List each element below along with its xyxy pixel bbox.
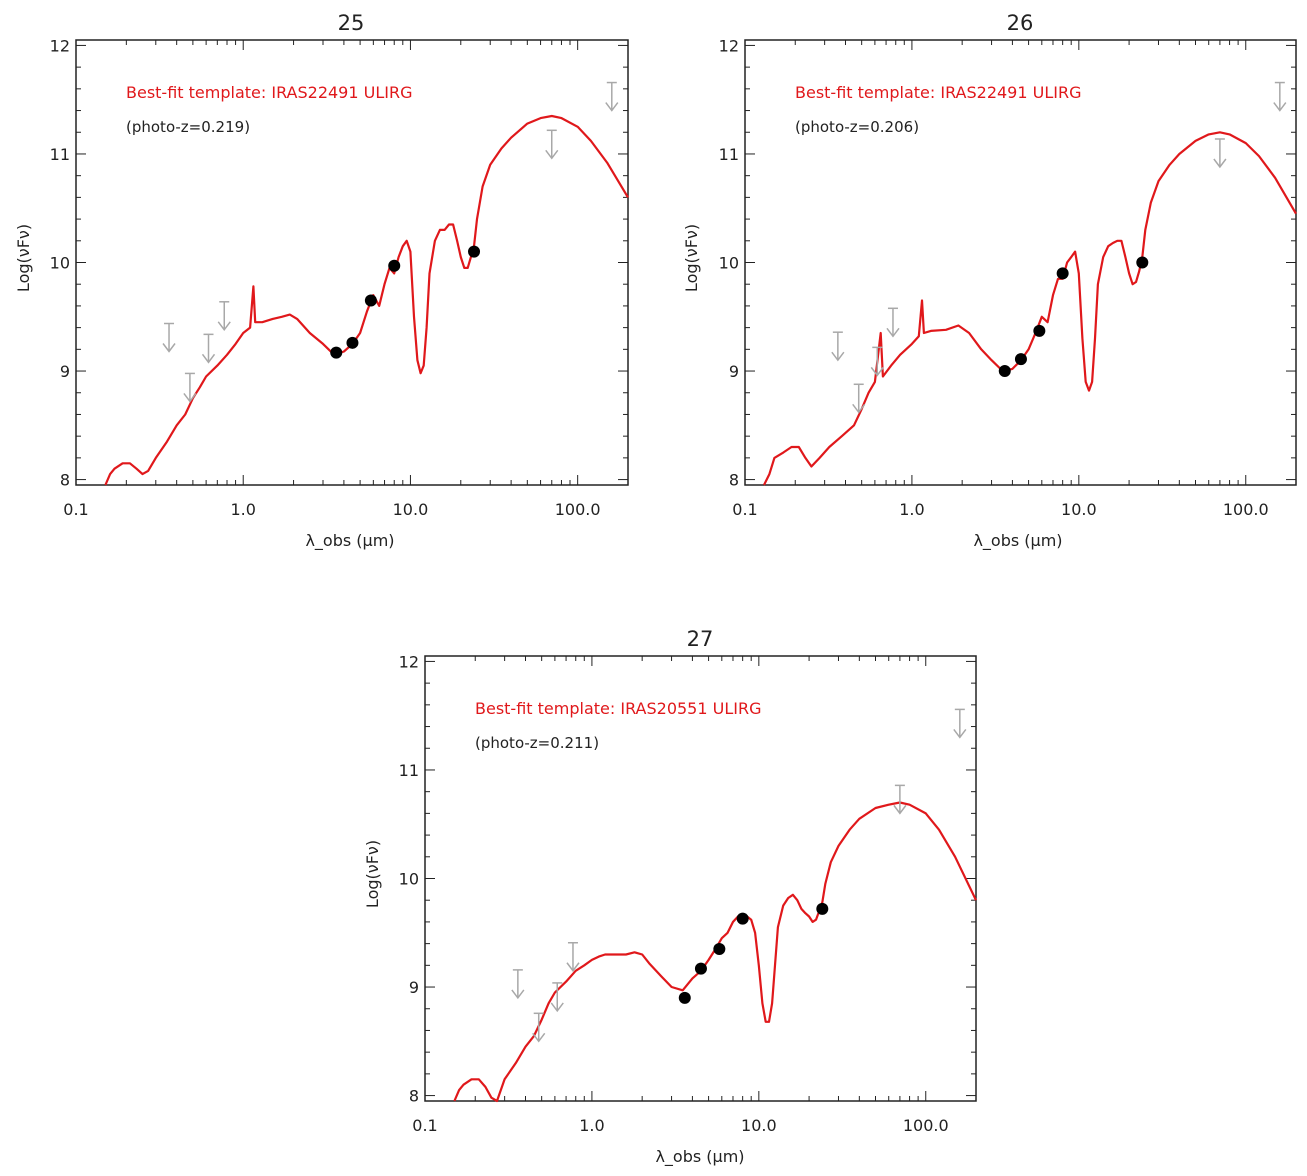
- y-tick-label: 12: [399, 652, 419, 671]
- x-tick-label: 1.0: [579, 1116, 604, 1135]
- upper-limit-arrow: [852, 383, 866, 414]
- plot-frame: [75, 39, 629, 486]
- x-axis-label: λ_obs (μm): [973, 531, 1062, 551]
- upper-limit-arrow: [886, 307, 900, 338]
- upper-limit-arrow: [893, 784, 907, 815]
- y-tick-label: 11: [399, 761, 419, 780]
- plot-frame: [744, 39, 1297, 486]
- y-tick-label: 10: [50, 254, 70, 273]
- y-tick-label: 8: [60, 471, 70, 490]
- y-axis-label: Log(νFν): [363, 840, 382, 908]
- plot-content: 0.1 1.0 10.0 100.0 8 9 10 11 12: [719, 36, 1297, 519]
- x-tick-label: 100.0: [903, 1116, 949, 1135]
- plot-frame: [424, 655, 977, 1102]
- upper-limit-arrow: [953, 708, 967, 739]
- y-tick-label: 9: [409, 978, 419, 997]
- y-tick-label: 11: [50, 145, 70, 164]
- upper-limit-arrow: [1213, 138, 1227, 169]
- detection-point: [678, 991, 691, 1004]
- detection-point: [816, 902, 829, 915]
- detection-point: [736, 912, 749, 925]
- panel-title: 26: [1007, 11, 1034, 35]
- photo-z-annotation: (photo-z=0.219): [126, 118, 250, 136]
- detection-point: [330, 346, 343, 359]
- upper-limit-arrow: [550, 982, 564, 1013]
- x-axis-label: λ_obs (μm): [655, 1147, 744, 1167]
- sed-panel: 25 Best-fit template: IRAS22491 ULIRG (p…: [14, 11, 629, 551]
- x-tick-label: 10.0: [741, 1116, 777, 1135]
- y-tick-label: 8: [729, 471, 739, 490]
- detection-point: [468, 245, 481, 258]
- y-tick-label: 9: [60, 362, 70, 381]
- x-tick-label: 1.0: [899, 500, 924, 519]
- plot-content: 0.1 1.0 10.0 100.0 8 9 10 11 12: [399, 652, 977, 1135]
- upper-limit-arrow: [831, 331, 845, 362]
- panel-title: 27: [687, 627, 714, 651]
- detection-point: [694, 962, 707, 975]
- upper-limit-arrow: [511, 969, 525, 1000]
- upper-limit-arrow: [532, 1012, 546, 1043]
- x-tick-label: 100.0: [555, 500, 601, 519]
- detection-point: [1014, 353, 1027, 366]
- y-axis-label: Log(νFν): [682, 224, 701, 292]
- y-tick-label: 12: [719, 36, 739, 55]
- template-annotation: Best-fit template: IRAS20551 ULIRG: [475, 699, 761, 718]
- upper-limit-arrow: [605, 81, 619, 112]
- y-tick-label: 9: [729, 362, 739, 381]
- photo-z-annotation: (photo-z=0.206): [795, 118, 919, 136]
- sed-panel: 27 Best-fit template: IRAS20551 ULIRG (p…: [363, 627, 977, 1167]
- x-tick-label: 10.0: [393, 500, 429, 519]
- x-tick-label: 1.0: [230, 500, 255, 519]
- x-tick-label: 10.0: [1061, 500, 1097, 519]
- upper-limit-arrow: [217, 301, 231, 332]
- x-tick-label: 0.1: [63, 500, 88, 519]
- photo-z-annotation: (photo-z=0.211): [475, 734, 599, 752]
- upper-limit-arrow: [870, 346, 884, 377]
- sed-panel: 26 Best-fit template: IRAS22491 ULIRG (p…: [682, 11, 1297, 551]
- detection-point: [1136, 256, 1149, 269]
- detection-point: [1056, 267, 1069, 280]
- x-tick-label: 0.1: [412, 1116, 437, 1135]
- upper-limit-arrow: [201, 333, 216, 364]
- detection-point: [364, 294, 377, 307]
- upper-limit-arrow: [545, 129, 559, 160]
- y-tick-label: 11: [719, 145, 739, 164]
- detection-point: [1033, 324, 1046, 337]
- template-curve: [453, 801, 977, 1103]
- y-tick-label: 10: [399, 870, 419, 889]
- x-tick-label: 0.1: [732, 500, 757, 519]
- detection-point: [346, 336, 359, 349]
- y-tick-label: 8: [409, 1087, 419, 1106]
- template-annotation: Best-fit template: IRAS22491 ULIRG: [126, 83, 412, 102]
- y-tick-label: 12: [50, 36, 70, 55]
- upper-limit-arrow: [183, 372, 197, 403]
- template-curve: [763, 131, 1297, 486]
- plot-content: 0.1 1.0 10.0 100.0 8 9 10 11 12: [50, 36, 629, 519]
- panel-title: 25: [338, 11, 365, 35]
- detection-point: [998, 365, 1011, 378]
- detection-point: [388, 259, 401, 272]
- upper-limit-arrow: [566, 942, 580, 973]
- upper-limit-arrow: [162, 322, 176, 353]
- detection-point: [713, 943, 726, 956]
- y-tick-label: 10: [719, 254, 739, 273]
- upper-limit-arrow: [1273, 81, 1287, 112]
- template-annotation: Best-fit template: IRAS22491 ULIRG: [795, 83, 1081, 102]
- x-axis-label: λ_obs (μm): [305, 531, 394, 551]
- x-tick-label: 100.0: [1223, 500, 1269, 519]
- y-axis-label: Log(νFν): [14, 224, 33, 292]
